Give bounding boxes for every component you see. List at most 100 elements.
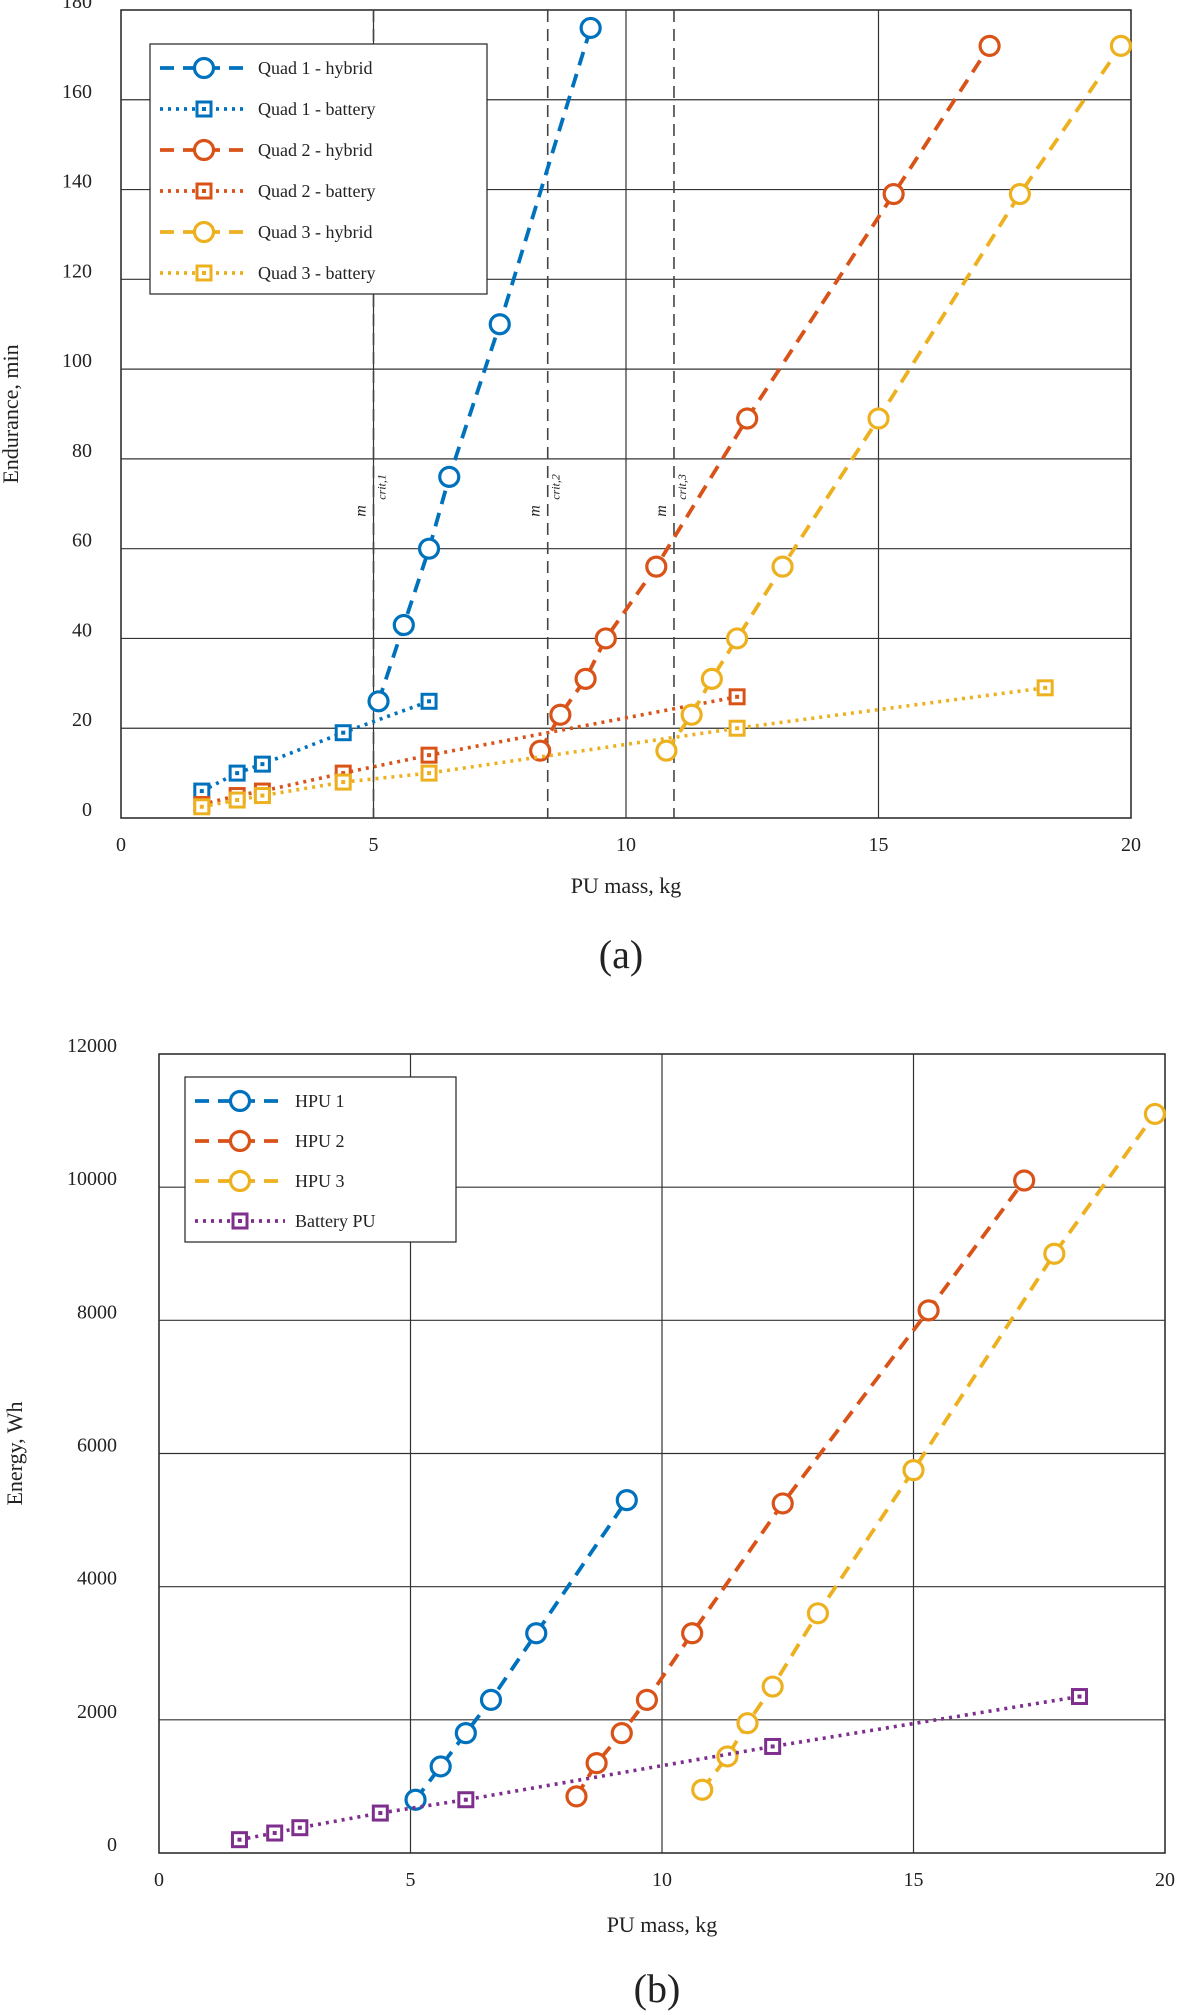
marker-square-center (1077, 1694, 1082, 1699)
legend-label: Quad 2 - battery (258, 181, 375, 201)
y-tick-label: 40 (72, 619, 92, 641)
data-point (291, 1819, 309, 1837)
y-tick-label: 0 (107, 1834, 117, 1856)
data-point (230, 1831, 248, 1849)
marker-square-center (735, 726, 740, 731)
series-quad-3-battery (193, 679, 1054, 816)
data-point (610, 1722, 633, 1745)
legend-item: Quad 1 - battery (160, 99, 375, 119)
legend-item: HPU 2 (195, 1129, 345, 1153)
series-line (376, 27, 593, 702)
data-point (771, 555, 794, 578)
marker-square-center (199, 804, 204, 809)
data-point (253, 755, 271, 773)
data-point (1013, 1169, 1036, 1192)
data-point (902, 1459, 925, 1482)
legend-item: Quad 2 - hybrid (160, 138, 372, 162)
y-axis-label: Energy, Wh (2, 1401, 27, 1505)
x-tick-label: 10 (652, 1869, 672, 1891)
legend-marker (195, 182, 213, 200)
data-point (1008, 182, 1032, 206)
y-tick-label: 4000 (77, 1568, 117, 1590)
y-tick-label: 120 (62, 260, 92, 282)
data-point (764, 1737, 782, 1755)
data-point (565, 1785, 588, 1808)
marker-square-center (272, 1831, 277, 1836)
marker-square-center (1043, 685, 1048, 690)
legend-label: Battery PU (295, 1211, 376, 1231)
marker-square-center (463, 1797, 468, 1802)
marker-square-center (202, 271, 206, 275)
marker-square-center (260, 762, 265, 767)
data-point (761, 1675, 784, 1698)
x-tick-label: 0 (154, 1869, 164, 1891)
data-point (479, 1688, 503, 1711)
marker-square-center (427, 771, 432, 776)
legend-label: HPU 1 (295, 1091, 345, 1111)
data-point (253, 787, 271, 805)
data-point (1036, 679, 1054, 697)
marker-square-center (235, 771, 240, 776)
legend-item: Quad 2 - battery (160, 181, 375, 201)
data-point (680, 703, 703, 726)
data-point (529, 739, 552, 762)
data-point (736, 1712, 759, 1735)
legend-item: Quad 1 - hybrid (160, 56, 372, 80)
series-hpu-1 (404, 1489, 638, 1811)
legend-label: Quad 3 - battery (258, 263, 375, 283)
legend-marker (192, 56, 216, 80)
data-point (1109, 34, 1133, 58)
data-point (457, 1791, 475, 1809)
data-point (1070, 1688, 1088, 1706)
x-tick-label: 5 (406, 1869, 416, 1891)
marker-square-center (427, 753, 432, 758)
marker-square-center (260, 793, 265, 798)
data-point (728, 719, 746, 737)
data-point (525, 1622, 548, 1645)
legend-marker (192, 220, 216, 244)
series-quad-3-hybrid (655, 34, 1133, 762)
critical-mass-subscript: crit,2 (549, 474, 563, 500)
legend-marker (195, 264, 213, 282)
legend-label: HPU 3 (295, 1171, 345, 1191)
chart-panel-a: 0 5 10 15 20 0 20 40 60 80 100 120 140 160 180 PU mass,… (0, 0, 1141, 977)
data-point (392, 613, 415, 637)
critical-mass-subscript: crit,1 (375, 474, 389, 500)
data-point (882, 182, 905, 206)
legend-marker (231, 1212, 249, 1230)
legend-box (149, 43, 488, 295)
marker-square-center (735, 694, 740, 699)
y-tick-label: 100 (62, 350, 92, 372)
data-point (420, 764, 438, 782)
y-tick-label: 140 (62, 171, 92, 193)
data-point (454, 1722, 477, 1745)
critical-mass-label: m (527, 505, 544, 517)
series-quad-2-hybrid (529, 34, 1001, 762)
x-tick-label: 5 (369, 834, 379, 856)
data-point (266, 1824, 284, 1842)
data-point (367, 690, 390, 713)
marker-square-center (237, 1837, 242, 1842)
marker-square-center (202, 107, 206, 111)
data-point (193, 782, 211, 800)
data-point (228, 764, 246, 782)
y-tick-label: 20 (72, 709, 92, 731)
x-axis-label: PU mass, kg (607, 1912, 718, 1937)
data-point (579, 16, 602, 40)
marker-square-center (238, 1219, 242, 1223)
marker-square-center (770, 1744, 775, 1749)
critical-mass-subscript: crit,3 (675, 474, 689, 500)
data-point (700, 667, 723, 690)
critical-mass-label: m (353, 505, 370, 517)
y-tick-label: 8000 (77, 1301, 117, 1323)
data-point (978, 34, 1001, 58)
critical-mass-label: m (653, 505, 670, 517)
y-tick-label: 60 (72, 530, 92, 552)
legend: HPU 1 HPU 2 HPU 3 Battery PU (184, 1076, 457, 1243)
series-battery-pu (230, 1688, 1088, 1849)
legend-label: Quad 3 - hybrid (258, 222, 372, 242)
marker-square-center (202, 189, 206, 193)
y-tick-label: 80 (72, 440, 92, 462)
marker-square-center (297, 1825, 302, 1830)
marker-square-center (235, 798, 240, 803)
